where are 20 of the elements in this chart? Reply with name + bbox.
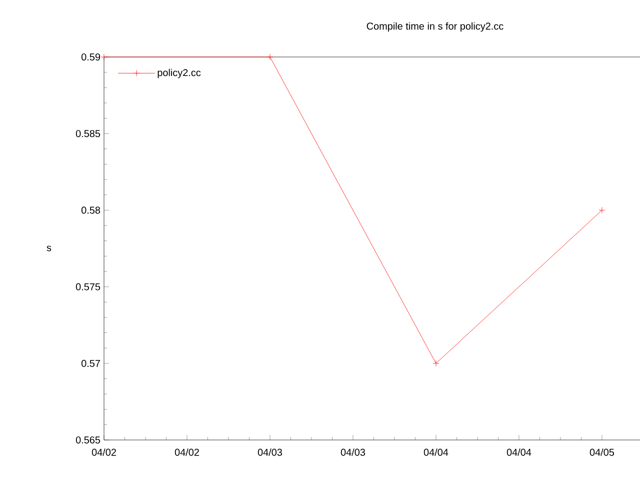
x-tick-label: 04/05 [590, 448, 614, 456]
point [432, 360, 440, 367]
chart-title: Compile time in s for policy2.cc [366, 22, 504, 32]
point [266, 54, 274, 60]
y-tick-label: 0.58 [81, 206, 100, 214]
y-tick-label: 0.565 [76, 436, 100, 444]
y-tick-label: 0.585 [76, 130, 100, 138]
x-tick-label: 04/03 [258, 448, 282, 456]
x-tick-label: 04/04 [506, 448, 532, 456]
x-tick-label: 04/02 [92, 448, 116, 456]
y-axis-title: s [46, 246, 52, 252]
y-tick-label: 0.575 [76, 283, 100, 290]
y-tick-label: 0.59 [81, 53, 100, 61]
x-tick-label: 04/03 [340, 448, 366, 456]
x-tick-label: 04/04 [424, 448, 448, 456]
point [100, 54, 108, 60]
x-tick-label: 04/02 [174, 448, 199, 456]
legend-label: policy2.cc [158, 68, 201, 78]
point [598, 206, 606, 214]
y-tick-label: 0.57 [81, 360, 100, 367]
